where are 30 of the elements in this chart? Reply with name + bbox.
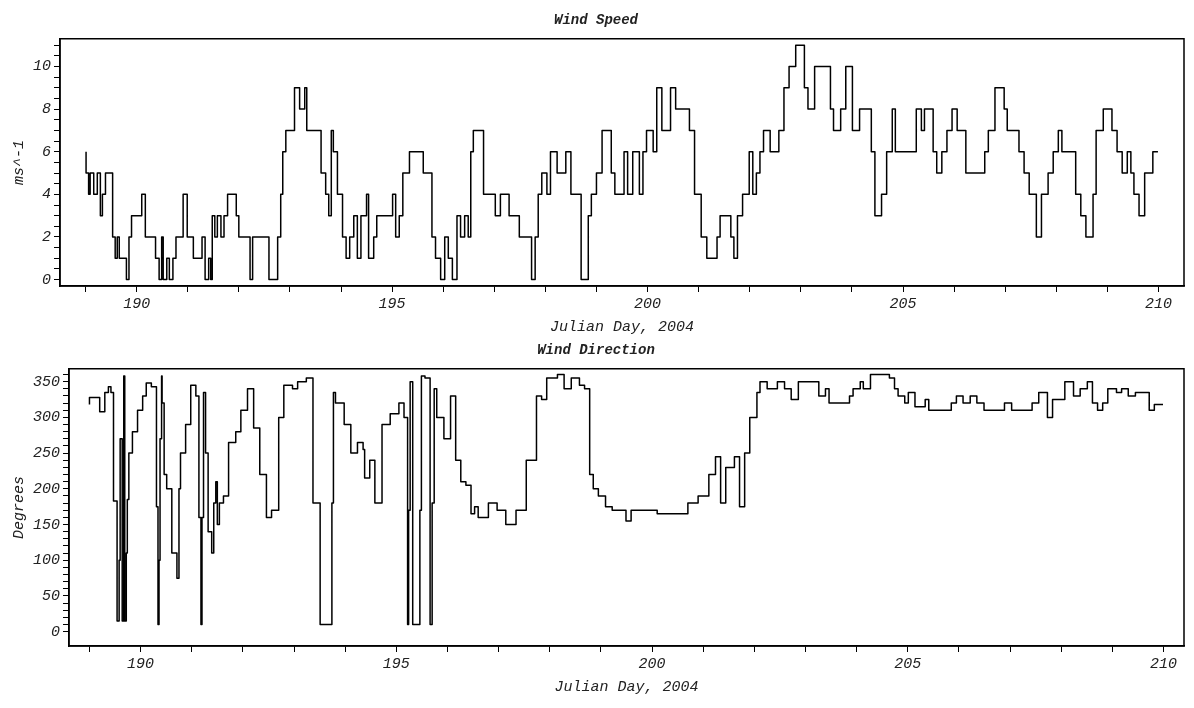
y-tick-label: 6 xyxy=(41,143,51,161)
x-tick-label: 200 xyxy=(638,655,666,673)
y-tick-label: 8 xyxy=(41,101,51,119)
y-tick-label: 150 xyxy=(32,516,60,534)
x-tick-label: 205 xyxy=(889,295,917,313)
y-tick-label: 100 xyxy=(32,552,60,570)
y-axis-title: Degrees xyxy=(10,475,28,539)
y-tick-label: 2 xyxy=(41,228,51,246)
y-tick-label: 0 xyxy=(41,271,51,289)
y-tick-label: 4 xyxy=(41,186,51,204)
x-tick-label: 200 xyxy=(634,295,662,313)
y-tick-label: 10 xyxy=(32,58,51,76)
x-tick-label: 195 xyxy=(378,295,406,313)
y-tick-label: 250 xyxy=(32,445,60,463)
x-axis-title: Julian Day, 2004 xyxy=(549,318,695,336)
x-tick-label: 210 xyxy=(1144,295,1172,313)
x-tick-label: 190 xyxy=(123,295,151,313)
chart-title: Wind Direction xyxy=(537,341,655,358)
chart-title: Wind Speed xyxy=(553,11,639,28)
x-tick-label: 210 xyxy=(1150,655,1178,673)
y-tick-label: 0 xyxy=(50,623,60,641)
x-tick-label: 190 xyxy=(127,655,155,673)
x-tick-label: 205 xyxy=(894,655,922,673)
y-tick-label: 350 xyxy=(32,373,60,391)
y-axis-title: ms^-1 xyxy=(10,139,28,185)
x-tick-label: 195 xyxy=(382,655,410,673)
x-axis-title: Julian Day, 2004 xyxy=(554,678,699,696)
y-tick-label: 50 xyxy=(41,587,60,605)
y-tick-label: 200 xyxy=(32,480,60,498)
y-tick-label: 300 xyxy=(32,409,60,427)
